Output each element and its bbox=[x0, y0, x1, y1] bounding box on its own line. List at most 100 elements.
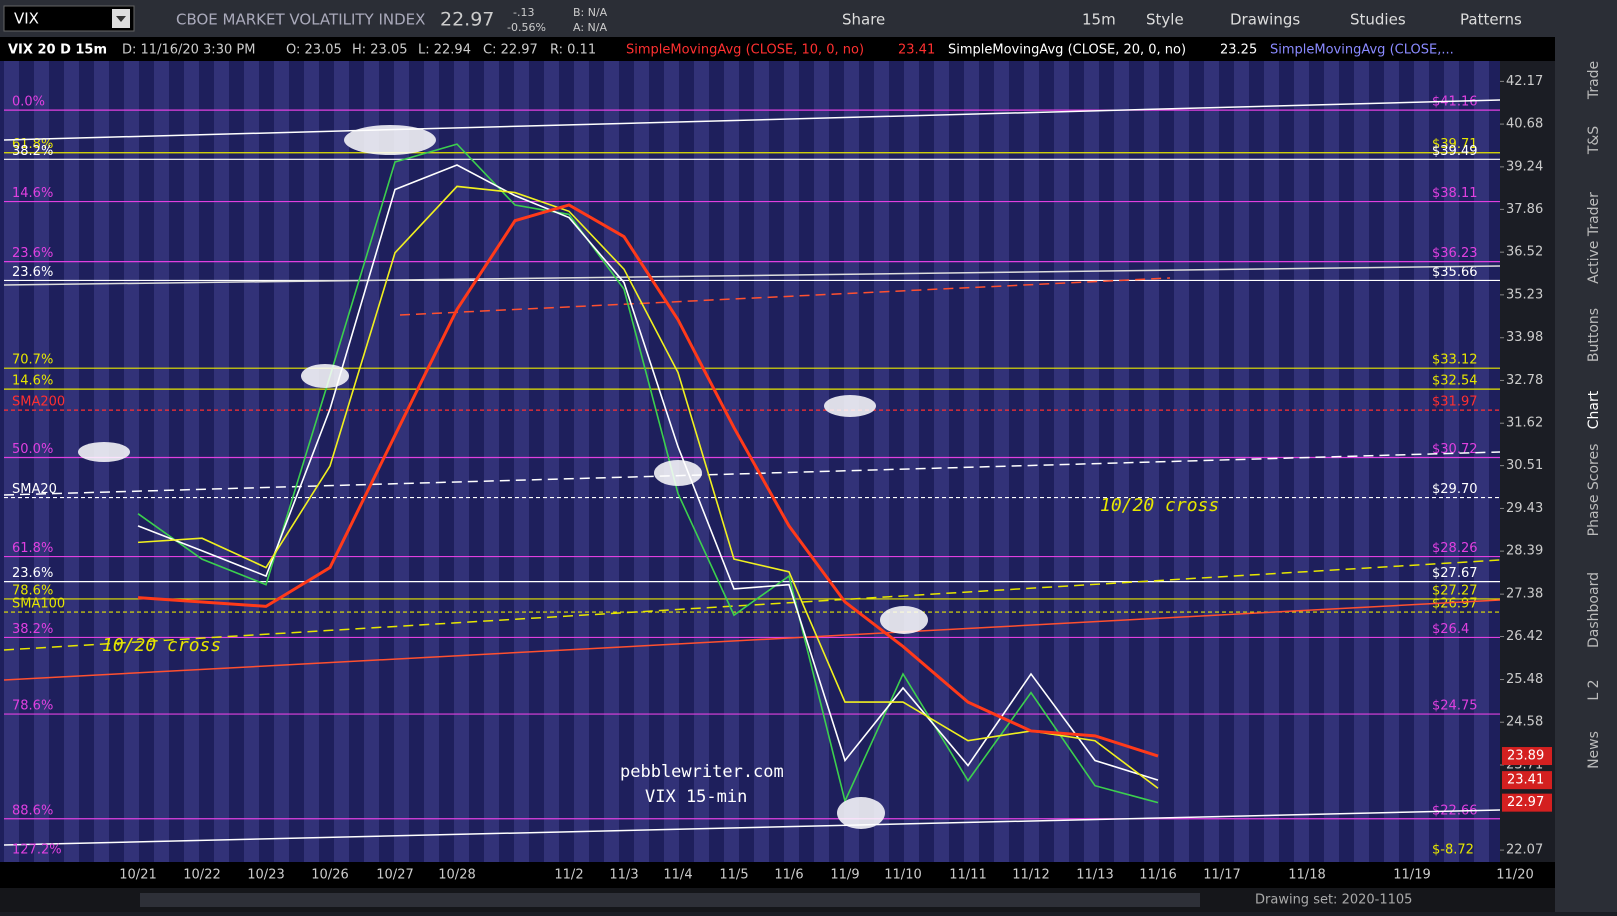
side-tab[interactable]: Phase Scores bbox=[1586, 444, 1602, 537]
y-tick-label: 33.98 bbox=[1506, 330, 1543, 345]
trend-line bbox=[3, 99, 1501, 141]
x-tick-label: 10/28 bbox=[438, 868, 475, 883]
session-stripe bbox=[724, 61, 739, 862]
level-fib-label: 78.6% bbox=[12, 583, 53, 598]
x-tick-label: 11/4 bbox=[663, 868, 692, 883]
highlight-ellipse bbox=[837, 797, 885, 829]
side-tab[interactable]: News bbox=[1586, 731, 1602, 769]
price-tag bbox=[1502, 771, 1552, 790]
info-text: O: 23.05 bbox=[286, 43, 342, 58]
session-stripe bbox=[904, 61, 919, 862]
y-tick-label: 29.43 bbox=[1506, 501, 1543, 516]
session-stripe bbox=[1474, 61, 1489, 862]
session-stripe bbox=[814, 61, 829, 862]
session-stripe bbox=[4, 61, 19, 862]
y-tick-label: 40.68 bbox=[1506, 117, 1543, 132]
side-tab[interactable]: Trade bbox=[1586, 61, 1602, 100]
y-tick-label: 22.07 bbox=[1506, 843, 1543, 858]
side-tab[interactable]: L 2 bbox=[1586, 679, 1602, 700]
session-stripe bbox=[1324, 61, 1339, 862]
info-text: R: 0.11 bbox=[550, 43, 596, 58]
x-tick-label: 11/5 bbox=[719, 868, 748, 883]
info-text: C: 22.97 bbox=[483, 43, 538, 58]
trend-line bbox=[3, 451, 1501, 496]
session-stripe bbox=[1414, 61, 1429, 862]
session-stripe bbox=[574, 61, 589, 862]
x-tick-label: 11/6 bbox=[774, 868, 803, 883]
x-tick-label: 10/27 bbox=[376, 868, 413, 883]
session-stripe bbox=[334, 61, 349, 862]
change-percent: -0.56% bbox=[507, 21, 546, 34]
level-fib-label: 50.0% bbox=[12, 442, 53, 457]
bottom-fib-label: 127.2% bbox=[12, 843, 62, 858]
level-fib-label: 70.7% bbox=[12, 353, 53, 368]
highlight-ellipse bbox=[824, 395, 876, 417]
series-line bbox=[137, 185, 1159, 789]
x-tick-label: 11/2 bbox=[554, 868, 583, 883]
side-tab[interactable]: T&S bbox=[1586, 126, 1602, 155]
info-text: SimpleMovingAvg (CLOSE,... bbox=[1270, 43, 1454, 58]
toolbar-button-label: Drawings bbox=[1230, 11, 1300, 29]
ask: A: N/A bbox=[573, 21, 607, 34]
session-stripe bbox=[304, 61, 319, 862]
highlight-ellipse bbox=[344, 125, 436, 155]
session-stripe bbox=[1384, 61, 1399, 862]
toolbar-button-label: Share bbox=[842, 11, 885, 29]
session-stripe bbox=[604, 61, 619, 862]
level-price-label: $38.11 bbox=[1432, 186, 1478, 201]
session-stripe bbox=[34, 61, 49, 862]
toolbar-button-label: Studies bbox=[1350, 11, 1406, 29]
bid: B: N/A bbox=[573, 6, 608, 19]
side-tabs: Trade T&S Active Trader Buttons Chart Phase S… bbox=[1586, 61, 1602, 769]
y-tick-label: 35.23 bbox=[1506, 287, 1543, 302]
session-stripe bbox=[844, 61, 859, 862]
side-panel bbox=[1555, 37, 1617, 912]
level-price-label: $31.97 bbox=[1432, 395, 1478, 410]
side-tab[interactable]: Buttons bbox=[1586, 308, 1602, 362]
info-text: H: 23.05 bbox=[352, 43, 408, 58]
side-tab[interactable]: Active Trader bbox=[1586, 192, 1602, 284]
level-fib-label: 61.8% bbox=[12, 137, 53, 152]
x-tick-label: 11/12 bbox=[1012, 868, 1049, 883]
x-tick-label: 11/17 bbox=[1203, 868, 1240, 883]
level-price-label: $26.4 bbox=[1432, 622, 1469, 637]
level-fib-label: 38.2% bbox=[12, 622, 53, 637]
x-tick-label: 11/13 bbox=[1076, 868, 1113, 883]
x-tick-label: 11/9 bbox=[830, 868, 859, 883]
y-tick-label: 30.51 bbox=[1506, 458, 1543, 473]
series-line bbox=[137, 143, 1159, 804]
side-tab[interactable]: Dashboard bbox=[1586, 572, 1602, 648]
level-fib-label: SMA200 bbox=[12, 395, 65, 410]
y-tick-label: 27.38 bbox=[1506, 587, 1543, 602]
session-stripe bbox=[1294, 61, 1309, 862]
scrollbar[interactable] bbox=[140, 893, 1200, 907]
y-tick-label: 37.86 bbox=[1506, 202, 1543, 217]
trend-line bbox=[3, 559, 1501, 651]
info-text: SimpleMovingAvg (CLOSE, 10, 0, no) bbox=[626, 43, 864, 58]
session-stripe bbox=[544, 61, 559, 862]
x-tick-label: 11/3 bbox=[609, 868, 638, 883]
session-stripe bbox=[154, 61, 169, 862]
plot-area: $41.16 0.0% $39.71 61.8% $39.49 38.2% $38.11 14… bbox=[0, 61, 1504, 862]
side-tab[interactable]: Chart bbox=[1586, 390, 1602, 429]
price-tag-label: 23.89 bbox=[1507, 749, 1544, 764]
session-stripe bbox=[514, 61, 529, 862]
y-tick-label: 31.62 bbox=[1506, 416, 1543, 431]
info-bar bbox=[0, 37, 1555, 61]
session-stripe bbox=[1024, 61, 1039, 862]
level-fib-label: 38.2% bbox=[12, 144, 53, 159]
level-price-label: $28.26 bbox=[1432, 541, 1478, 556]
x-tick-label: 11/16 bbox=[1139, 868, 1176, 883]
annotation: pebblewriter.com bbox=[620, 762, 784, 782]
level-price-label: $33.12 bbox=[1432, 353, 1478, 368]
symbol: VIX bbox=[14, 10, 39, 28]
trend-line bbox=[3, 265, 1501, 286]
level-fib-label: 23.6% bbox=[12, 566, 53, 581]
level-fib-label: SMA20 bbox=[12, 482, 57, 497]
price-tag bbox=[1502, 793, 1552, 812]
y-tick-label: 42.17 bbox=[1506, 74, 1543, 89]
highlight-ellipse bbox=[654, 460, 702, 486]
toolbar-button-label: Patterns bbox=[1460, 11, 1522, 29]
